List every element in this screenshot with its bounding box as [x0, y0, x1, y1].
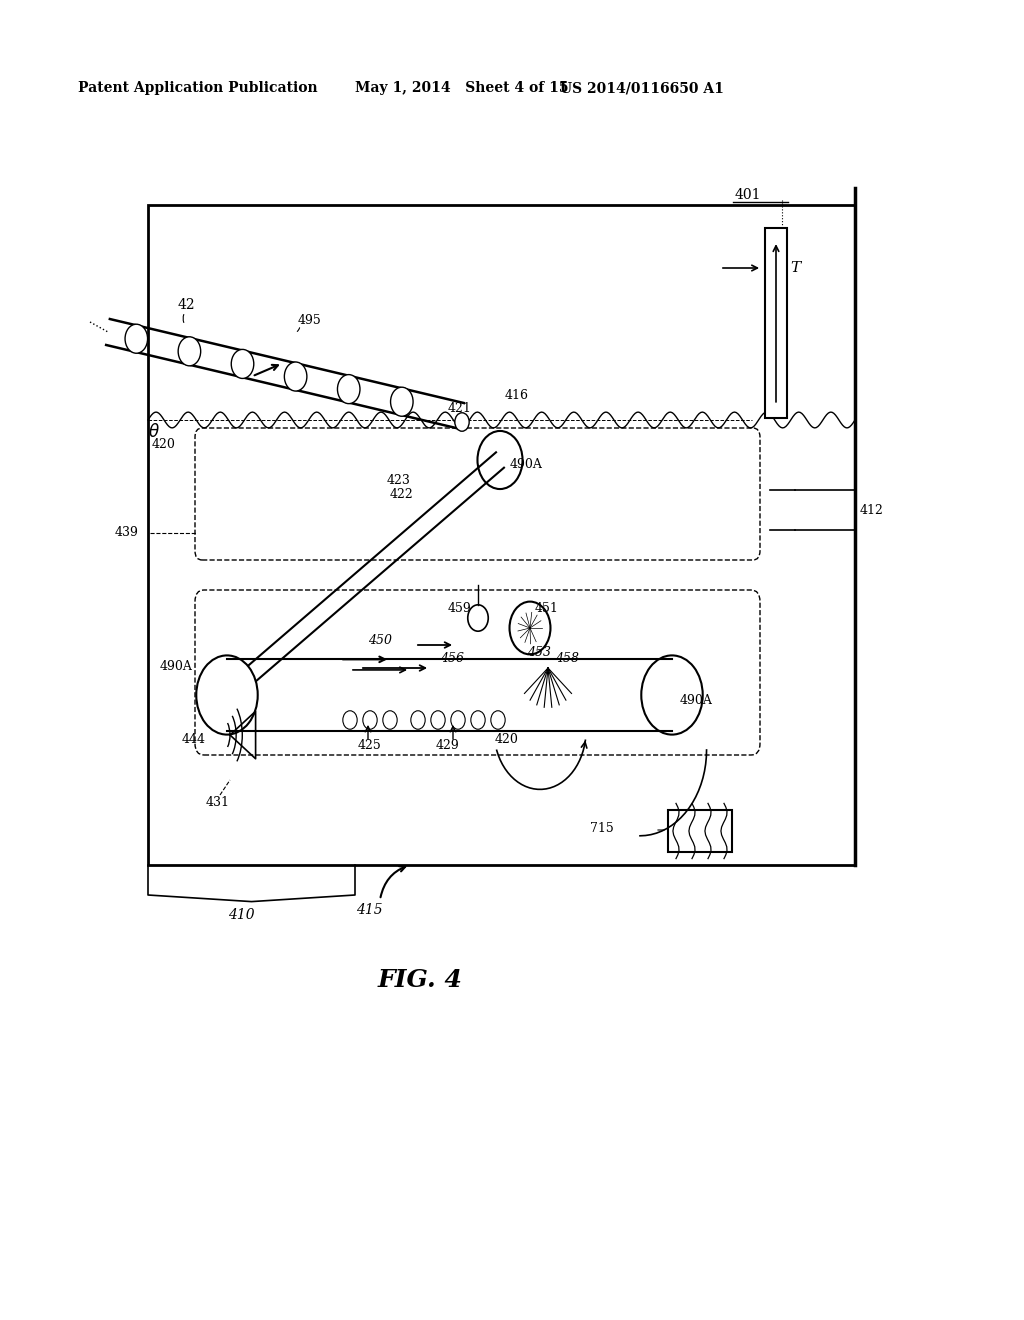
Text: 429: 429 — [436, 738, 460, 751]
Text: US 2014/0116650 A1: US 2014/0116650 A1 — [560, 81, 724, 95]
Text: May 1, 2014   Sheet 4 of 15: May 1, 2014 Sheet 4 of 15 — [355, 81, 568, 95]
Circle shape — [197, 656, 258, 735]
Bar — [668, 810, 732, 851]
Text: 439: 439 — [115, 527, 139, 540]
Circle shape — [285, 362, 307, 391]
Circle shape — [362, 710, 377, 729]
Text: T: T — [790, 261, 800, 275]
Circle shape — [468, 605, 488, 631]
Text: 453: 453 — [527, 645, 551, 659]
Text: 458: 458 — [555, 652, 579, 664]
Circle shape — [455, 413, 469, 432]
Text: 459: 459 — [449, 602, 472, 615]
Text: 420: 420 — [152, 438, 176, 451]
Text: 415: 415 — [356, 903, 383, 917]
Text: 42: 42 — [178, 298, 196, 312]
Circle shape — [641, 656, 702, 735]
Circle shape — [471, 710, 485, 729]
Text: $\theta$: $\theta$ — [148, 422, 160, 441]
Text: 431: 431 — [206, 796, 230, 808]
Bar — [765, 228, 787, 418]
Text: 444: 444 — [182, 734, 206, 747]
Text: 495: 495 — [298, 314, 322, 326]
Circle shape — [510, 602, 551, 655]
Circle shape — [343, 710, 357, 729]
Text: Patent Application Publication: Patent Application Publication — [78, 81, 317, 95]
Circle shape — [477, 430, 522, 488]
Text: 412: 412 — [860, 503, 884, 516]
Circle shape — [411, 710, 425, 729]
Text: 425: 425 — [358, 738, 382, 751]
Circle shape — [490, 710, 505, 729]
Circle shape — [431, 710, 445, 729]
Circle shape — [390, 387, 413, 416]
Circle shape — [178, 337, 201, 366]
Text: 423: 423 — [387, 474, 411, 487]
Text: 451: 451 — [535, 602, 559, 615]
Circle shape — [231, 350, 254, 379]
Text: 416: 416 — [505, 388, 529, 401]
Text: 715: 715 — [590, 821, 613, 834]
Text: 450: 450 — [368, 634, 392, 647]
Text: FIG. 4: FIG. 4 — [378, 968, 463, 993]
Circle shape — [125, 325, 147, 354]
Text: 490A: 490A — [510, 458, 543, 471]
Text: 401: 401 — [735, 187, 762, 202]
Text: 490A: 490A — [160, 660, 193, 673]
Text: 420: 420 — [495, 734, 519, 747]
Text: 422: 422 — [390, 488, 414, 502]
Circle shape — [451, 710, 465, 729]
Text: 490A: 490A — [680, 693, 713, 706]
Text: 410: 410 — [228, 908, 255, 921]
Text: 421: 421 — [449, 401, 472, 414]
Bar — [148, 205, 855, 865]
Text: 456: 456 — [440, 652, 464, 664]
Circle shape — [338, 375, 360, 404]
Circle shape — [383, 710, 397, 729]
